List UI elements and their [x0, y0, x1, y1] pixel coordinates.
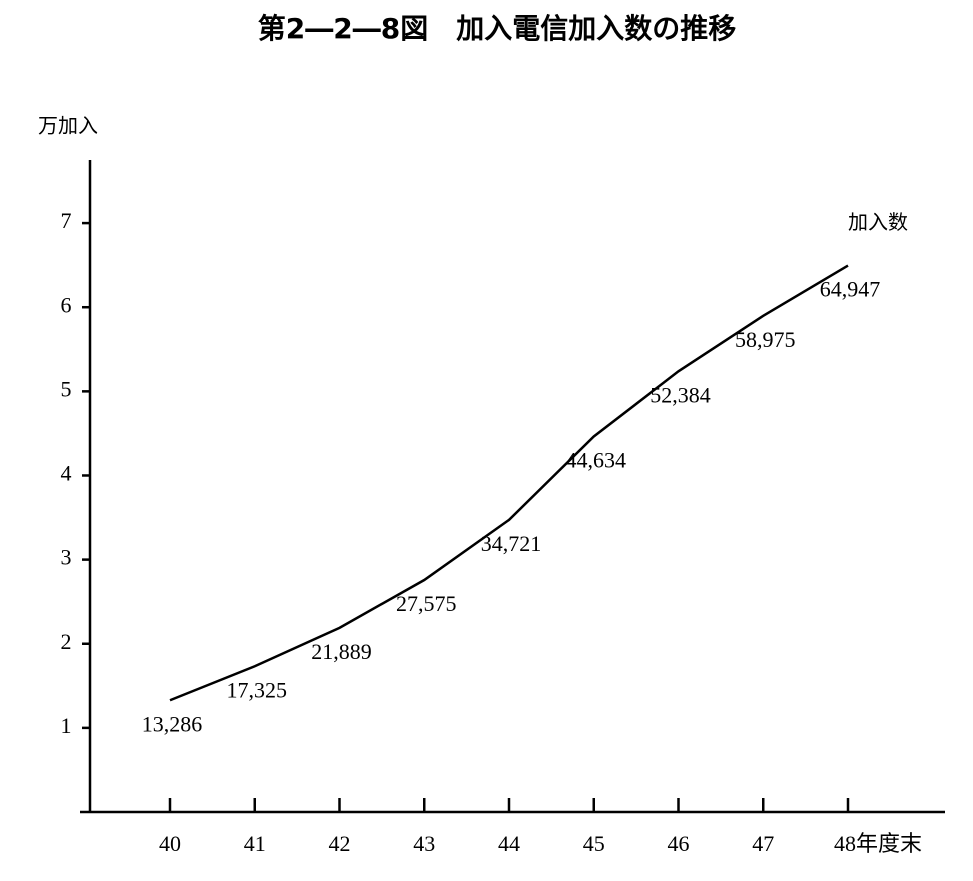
- y-tick-label: 7: [61, 208, 72, 233]
- data-label: 44,634: [566, 448, 627, 473]
- data-label: 52,384: [650, 382, 711, 407]
- y-tick-label: 2: [61, 629, 72, 654]
- x-tick-label: 48年度末: [834, 831, 922, 856]
- data-line: [169, 264, 849, 702]
- data-label: 58,975: [735, 327, 796, 352]
- y-tick-label: 4: [61, 461, 72, 486]
- data-label: 34,721: [481, 531, 542, 556]
- x-tick-label: 44: [498, 831, 520, 856]
- x-tick-label: 47: [752, 831, 774, 856]
- x-tick-label: 42: [329, 831, 351, 856]
- x-tick-label: 45: [583, 831, 605, 856]
- chart-title: 第2―2―8図 加入電信加入数の推移: [258, 12, 736, 45]
- legend-label: 加入数: [848, 210, 908, 234]
- y-axis-label: 万加入: [38, 114, 98, 138]
- y-tick-label: 1: [61, 713, 72, 738]
- data-label: 21,889: [311, 639, 372, 664]
- data-label: 13,286: [142, 711, 203, 736]
- x-tick-label: 41: [244, 831, 266, 856]
- y-tick-label: 5: [61, 376, 72, 401]
- x-tick-label: 40: [159, 831, 181, 856]
- data-label: 17,325: [227, 677, 288, 702]
- data-label: 64,947: [820, 277, 881, 302]
- y-tick-label: 6: [61, 292, 72, 317]
- y-tick-label: 3: [61, 545, 72, 570]
- data-label: 27,575: [396, 591, 457, 616]
- x-tick-label: 46: [668, 831, 690, 856]
- x-tick-label: 43: [413, 831, 435, 856]
